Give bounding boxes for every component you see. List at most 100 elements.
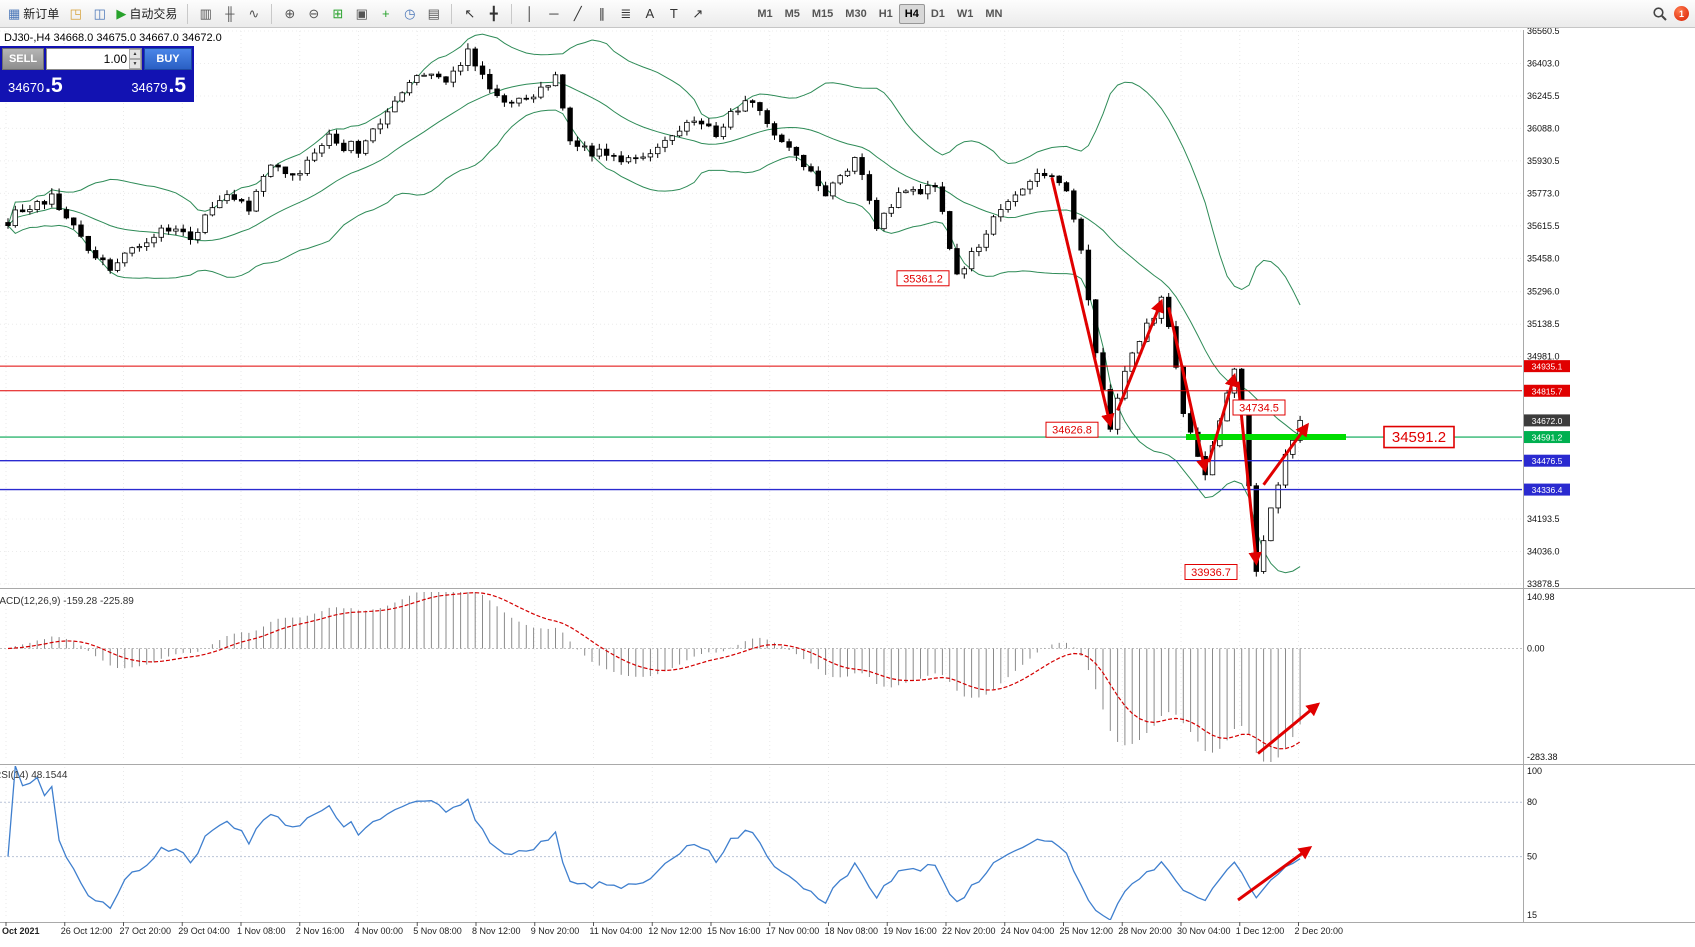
cursor-icon[interactable]: ↖ bbox=[458, 3, 481, 25]
fibonacci-icon[interactable]: ≣ bbox=[614, 3, 637, 25]
bollinger-lower-band bbox=[7, 109, 1301, 574]
time-axis-label: 30 Nov 04:00 bbox=[1177, 926, 1231, 936]
notification-badge[interactable]: 1 bbox=[1674, 6, 1689, 21]
timeframe-h1[interactable]: H1 bbox=[873, 4, 899, 24]
label-icon[interactable]: T bbox=[662, 3, 685, 25]
price-badge: 34476.5 bbox=[1524, 454, 1570, 467]
timeframe-h4[interactable]: H4 bbox=[898, 3, 925, 24]
zoom-out-icon: ⊖ bbox=[308, 5, 320, 21]
search-icon[interactable] bbox=[1652, 6, 1668, 22]
time-axis-label: 18 Nov 08:00 bbox=[825, 926, 879, 936]
trendline-icon: ╱ bbox=[573, 5, 582, 21]
price-axis-label: 34036.0 bbox=[1527, 547, 1560, 557]
price-badge: 34935.1 bbox=[1524, 360, 1570, 373]
timeframe-mn[interactable]: MN bbox=[979, 4, 1008, 24]
macd-trend-arrow[interactable] bbox=[1257, 702, 1321, 755]
add-indicator-icon[interactable]: + bbox=[374, 3, 397, 25]
price-axis-label: 36403.0 bbox=[1527, 58, 1560, 68]
time-axis-label: 2 Nov 16:00 bbox=[296, 926, 345, 936]
price-annotation[interactable]: 34591.2 bbox=[1383, 425, 1455, 449]
macd-indicator-label: MACD(12,26,9) -159.28 -225.89 bbox=[0, 596, 134, 607]
toolbar-separator bbox=[451, 3, 453, 24]
timeframe-w1[interactable]: W1 bbox=[951, 4, 980, 24]
svg-text:34734.5: 34734.5 bbox=[1239, 403, 1279, 415]
trendline-icon[interactable]: ╱ bbox=[566, 3, 589, 25]
volume-field-wrap: ▲ ▼ bbox=[46, 48, 142, 70]
tile-windows-icon: ⊞ bbox=[332, 5, 344, 21]
one-click-trading-panel: SELL ▲ ▼ BUY 34670.5 34679.5 bbox=[0, 46, 194, 102]
tile-windows-icon[interactable]: ⊞ bbox=[326, 3, 349, 25]
rsi-axis-label: 80 bbox=[1527, 797, 1537, 807]
volume-up-button[interactable]: ▲ bbox=[129, 49, 141, 59]
text-icon[interactable]: A bbox=[638, 3, 661, 25]
toolbar-separator bbox=[187, 3, 189, 24]
price-pane bbox=[0, 33, 1522, 577]
terminal-icon[interactable]: ◫ bbox=[88, 3, 111, 25]
line-chart-type-icon[interactable]: ∿ bbox=[242, 3, 265, 25]
timeframe-d1[interactable]: D1 bbox=[925, 4, 951, 24]
trend-arrow[interactable] bbox=[1207, 372, 1238, 463]
auto-arrange-icon[interactable]: ▣ bbox=[350, 3, 373, 25]
time-axis-label: 27 Oct 20:00 bbox=[120, 926, 172, 936]
macd-pane bbox=[0, 592, 1523, 762]
price-annotation[interactable]: 34734.5 bbox=[1232, 399, 1286, 416]
template-icon[interactable]: ▤ bbox=[422, 3, 445, 25]
svg-text:34815.7: 34815.7 bbox=[1532, 386, 1563, 396]
svg-text:33936.7: 33936.7 bbox=[1191, 567, 1231, 579]
svg-text:34672.0: 34672.0 bbox=[1532, 416, 1563, 426]
timeframe-m15[interactable]: M15 bbox=[806, 4, 839, 24]
channel-icon[interactable]: ∥ bbox=[590, 3, 613, 25]
new-order-icon: ▦ bbox=[8, 5, 21, 21]
macd-signal-line bbox=[7, 592, 1301, 750]
timeframe-m1[interactable]: M1 bbox=[751, 4, 778, 24]
toolbar-separator bbox=[271, 3, 273, 24]
price-axis-label: 35930.5 bbox=[1527, 156, 1560, 166]
trend-arrow[interactable] bbox=[1116, 298, 1164, 412]
crosshair-icon[interactable]: ╋ bbox=[482, 3, 505, 25]
auto-arrange-icon: ▣ bbox=[355, 5, 368, 21]
period-selector-icon: ◷ bbox=[404, 5, 416, 21]
trend-arrow[interactable] bbox=[1167, 307, 1210, 473]
time-axis-label: 5 Nov 08:00 bbox=[413, 926, 462, 936]
rsi-pane bbox=[0, 766, 1523, 920]
zoom-out-icon[interactable]: ⊖ bbox=[302, 3, 325, 25]
new-order-button[interactable]: ▦ 新订单 bbox=[4, 3, 63, 25]
horizontal-line-icon[interactable]: ─ bbox=[542, 3, 565, 25]
time-axis-label: Oct 2021 bbox=[2, 926, 40, 936]
arrows-tool-icon[interactable]: ↗ bbox=[686, 3, 709, 25]
vertical-line-icon[interactable]: │ bbox=[518, 3, 541, 25]
price-annotation[interactable]: 35361.2 bbox=[896, 270, 950, 287]
sell-button[interactable]: SELL bbox=[2, 48, 44, 70]
period-selector-icon[interactable]: ◷ bbox=[398, 3, 421, 25]
rsi-trend-arrow[interactable] bbox=[1237, 846, 1313, 902]
time-axis-label: 17 Nov 00:00 bbox=[766, 926, 820, 936]
svg-text:34591.2: 34591.2 bbox=[1532, 433, 1563, 443]
channel-icon: ∥ bbox=[598, 5, 606, 21]
price-axis-label: 36088.0 bbox=[1527, 123, 1560, 133]
autotrading-button[interactable]: ▶ 自动交易 bbox=[112, 3, 181, 25]
buy-button[interactable]: BUY bbox=[144, 48, 192, 70]
time-axis-label: 29 Oct 04:00 bbox=[178, 926, 230, 936]
chart-window-icon[interactable]: ◳ bbox=[64, 3, 87, 25]
volume-down-button[interactable]: ▼ bbox=[129, 59, 141, 69]
price-annotation[interactable]: 33936.7 bbox=[1184, 563, 1238, 580]
time-axis-label: 11 Nov 04:00 bbox=[590, 926, 643, 936]
trend-arrow[interactable] bbox=[1050, 177, 1115, 428]
timeframe-m30[interactable]: M30 bbox=[839, 4, 872, 24]
bollinger-middle-band bbox=[7, 81, 1301, 437]
candlestick-type-icon[interactable]: ╫ bbox=[218, 3, 241, 25]
price-annotation[interactable]: 34626.8 bbox=[1045, 421, 1099, 438]
time-axis-label: 24 Nov 04:00 bbox=[1001, 926, 1055, 936]
timeframe-m5[interactable]: M5 bbox=[779, 4, 806, 24]
autotrading-icon: ▶ bbox=[116, 5, 127, 21]
bar-chart-type-icon[interactable]: ▥ bbox=[194, 3, 217, 25]
time-axis-label: 9 Nov 20:00 bbox=[531, 926, 580, 936]
svg-text:34626.8: 34626.8 bbox=[1052, 425, 1092, 437]
trend-arrow[interactable] bbox=[1262, 422, 1309, 486]
price-axis-label: 34193.5 bbox=[1527, 514, 1560, 524]
time-axis-label: 2 Dec 20:00 bbox=[1295, 926, 1344, 936]
zoom-in-icon[interactable]: ⊕ bbox=[278, 3, 301, 25]
volume-input[interactable] bbox=[47, 49, 141, 69]
svg-text:34935.1: 34935.1 bbox=[1532, 362, 1563, 372]
